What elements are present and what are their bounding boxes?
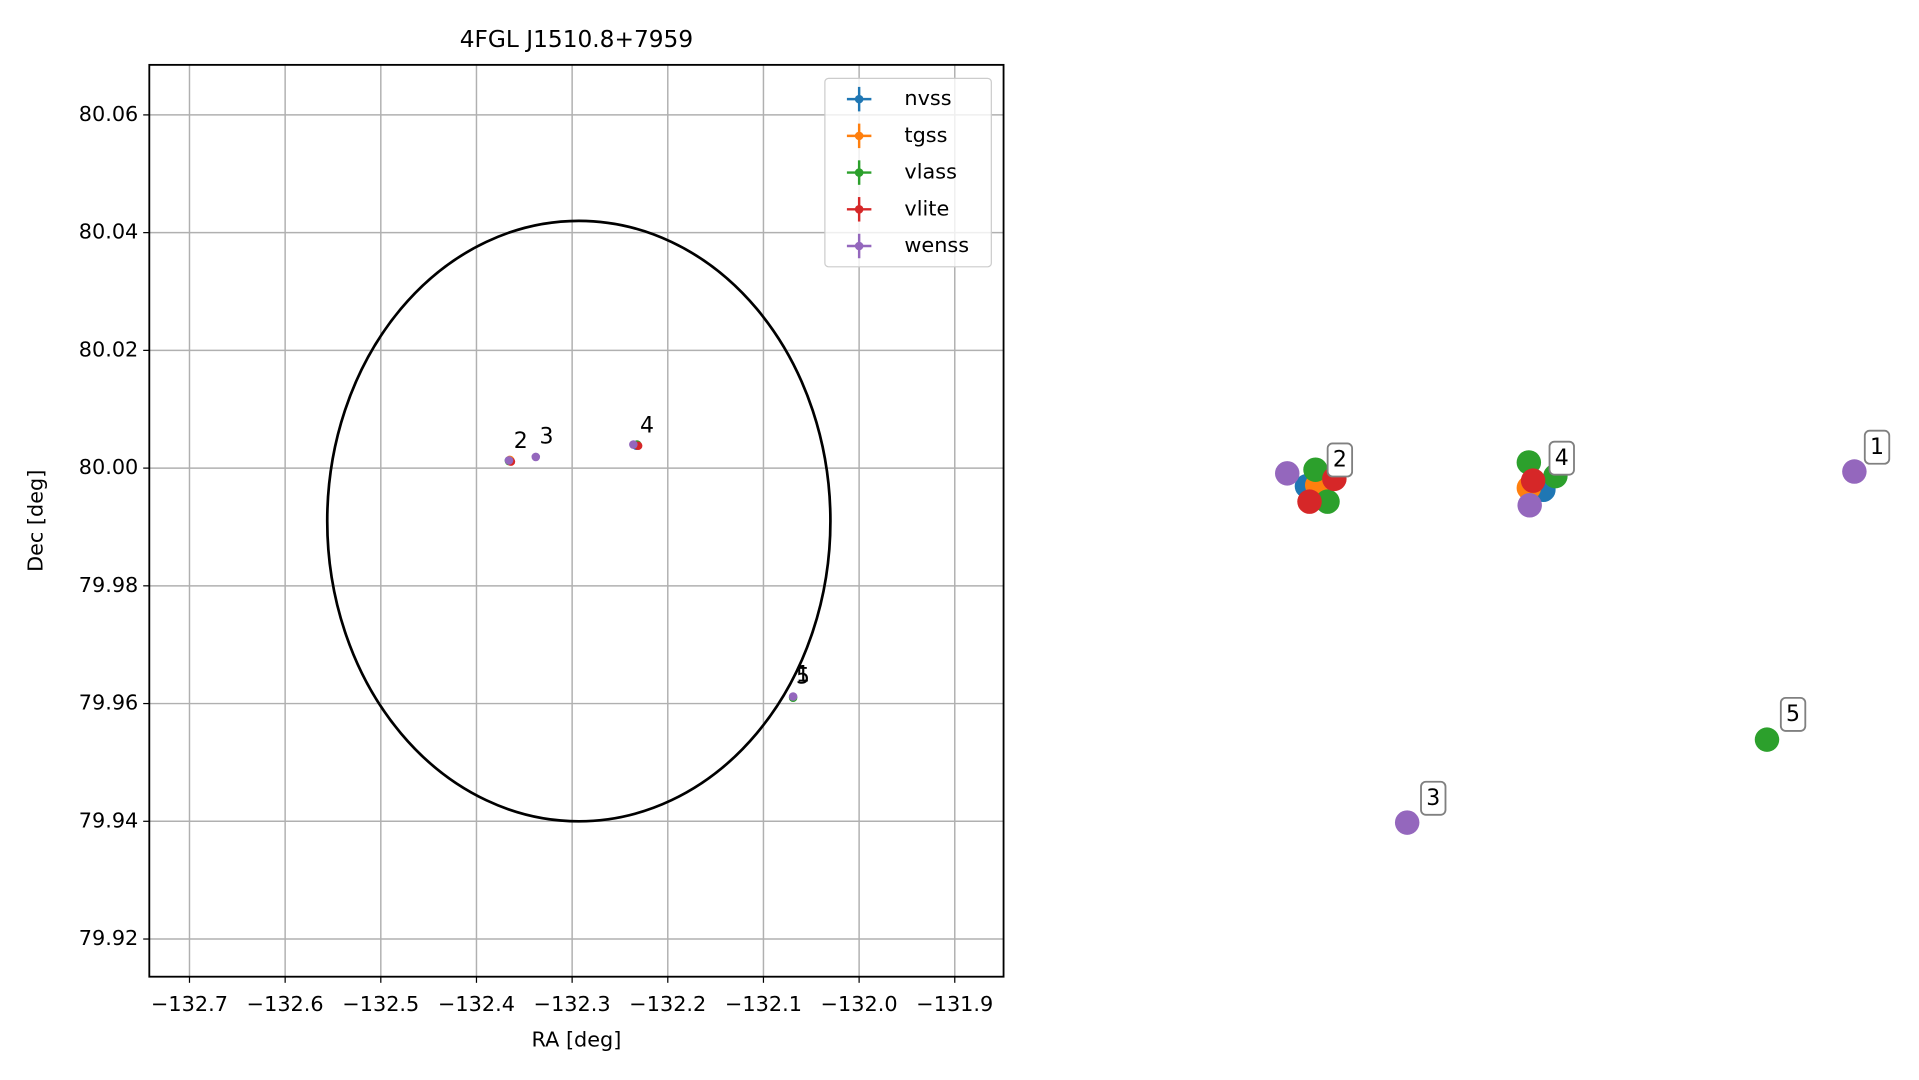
label-box: [1420, 780, 1447, 816]
data-point: [1754, 727, 1780, 752]
x-tick-label: −132.4: [438, 992, 515, 1016]
legend-label: vlite: [904, 196, 949, 220]
annotation: 3: [1426, 786, 1440, 811]
data-point: [504, 456, 514, 465]
legend-label: nvss: [904, 86, 951, 110]
data-point: [788, 692, 798, 701]
legend-label: tgss: [904, 123, 947, 147]
data-point: [1520, 468, 1546, 493]
annotation: 2: [514, 429, 528, 454]
x-tick-label: −132.7: [151, 992, 228, 1016]
data-point: [1842, 459, 1867, 484]
legend-marker: [854, 168, 864, 177]
data-point: [1297, 489, 1322, 514]
annotation: 5: [796, 665, 810, 690]
data-point: [1303, 457, 1328, 482]
x-axis-label: RA [deg]: [531, 1027, 621, 1051]
legend-marker: [854, 205, 864, 214]
annotation: 5: [1786, 702, 1800, 727]
legend-label: vlass: [904, 160, 956, 184]
data-point: [531, 452, 541, 462]
annotation: 2: [1333, 448, 1347, 473]
x-tick-label: −132.1: [725, 992, 802, 1016]
error-ellipse: [325, 219, 832, 823]
annotation: 1: [796, 662, 810, 687]
data-point: [1516, 450, 1542, 475]
legend-marker: [854, 94, 864, 104]
legend-box: [824, 77, 992, 268]
data-point: [1517, 493, 1542, 518]
y-tick-label: 80.04: [79, 220, 139, 244]
x-tick-label: −132.3: [534, 992, 611, 1016]
y-tick-label: 79.94: [79, 808, 139, 832]
data-point: [1394, 810, 1420, 835]
data-point: [1315, 489, 1340, 514]
label-box: [1326, 442, 1354, 478]
x-tick-label: −131.9: [916, 992, 993, 1016]
label-box: [1863, 429, 1891, 465]
y-tick-label: 80.06: [79, 102, 139, 126]
chart-title: 4FGL J1510.8+7959: [460, 26, 693, 53]
y-tick-label: 79.92: [79, 926, 139, 950]
annotation: 4: [640, 413, 654, 438]
legend-marker: [854, 131, 864, 141]
data-point: [1275, 461, 1300, 486]
x-tick-label: −132.0: [821, 992, 898, 1016]
label-box: [1779, 696, 1807, 732]
annotation: 4: [1555, 446, 1569, 471]
y-axis-label: Dec [deg]: [24, 470, 48, 572]
legend-marker: [854, 241, 864, 251]
plot-frame: [148, 63, 1005, 978]
y-tick-label: 79.96: [79, 691, 139, 715]
legend-label: wenss: [904, 233, 969, 257]
x-tick-label: −132.6: [247, 992, 324, 1016]
data-point: [629, 440, 638, 449]
y-tick-label: 80.02: [79, 337, 139, 361]
y-tick-label: 80.00: [79, 455, 139, 479]
annotation: 1: [1870, 435, 1884, 460]
y-tick-label: 79.98: [79, 573, 139, 597]
x-tick-label: −132.2: [629, 992, 706, 1016]
annotation: 3: [540, 424, 554, 449]
label-box: [1548, 440, 1575, 476]
x-tick-label: −132.5: [342, 992, 419, 1016]
